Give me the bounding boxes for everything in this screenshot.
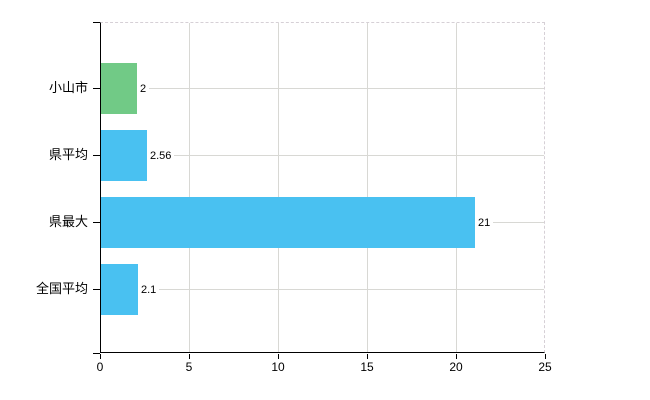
category-label-2: 県最大 xyxy=(48,214,88,229)
category-label-3: 全国平均 xyxy=(35,281,88,296)
y-axis-tick xyxy=(93,22,100,23)
x-axis-tick-label-0: 0 xyxy=(96,360,104,374)
gridline-vertical xyxy=(189,23,190,352)
x-axis-tick xyxy=(545,354,546,359)
category-label-0: 小山市 xyxy=(48,80,88,95)
x-axis-tick-label-5: 25 xyxy=(538,360,552,374)
x-axis-tick xyxy=(278,354,279,359)
gridline-vertical xyxy=(456,23,457,352)
category-label-1: 県平均 xyxy=(48,147,88,162)
x-axis-tick xyxy=(367,354,368,359)
x-axis-tick xyxy=(100,354,101,359)
gridline-vertical xyxy=(367,23,368,352)
x-axis-tick xyxy=(456,354,457,359)
x-axis-tick-label-3: 15 xyxy=(360,360,374,374)
x-axis-tick-label-2: 10 xyxy=(271,360,285,374)
y-axis-tick xyxy=(93,88,100,89)
plot-area: 2 2.56 21 2.1 xyxy=(100,22,545,353)
bar-1 xyxy=(101,130,147,181)
bar-value-label-1: 2.56 xyxy=(147,149,175,163)
bar-2 xyxy=(101,197,475,248)
bar-3 xyxy=(101,264,138,315)
x-axis-tick-label-1: 5 xyxy=(185,360,193,374)
y-axis-tick xyxy=(93,353,100,354)
x-axis-tick xyxy=(189,354,190,359)
gridline-vertical xyxy=(278,23,279,352)
bar-value-label-3: 2.1 xyxy=(138,283,160,297)
bar-0 xyxy=(101,63,137,114)
gridline-horizontal xyxy=(101,155,544,156)
gridline-horizontal xyxy=(101,88,544,89)
y-axis-tick xyxy=(93,155,100,156)
bar-value-label-0: 2 xyxy=(137,82,150,96)
x-axis-tick-label-4: 20 xyxy=(449,360,463,374)
y-axis-tick xyxy=(93,289,100,290)
gridline-horizontal xyxy=(101,289,544,290)
y-axis-tick xyxy=(93,222,100,223)
bar-value-label-2: 21 xyxy=(475,216,494,230)
